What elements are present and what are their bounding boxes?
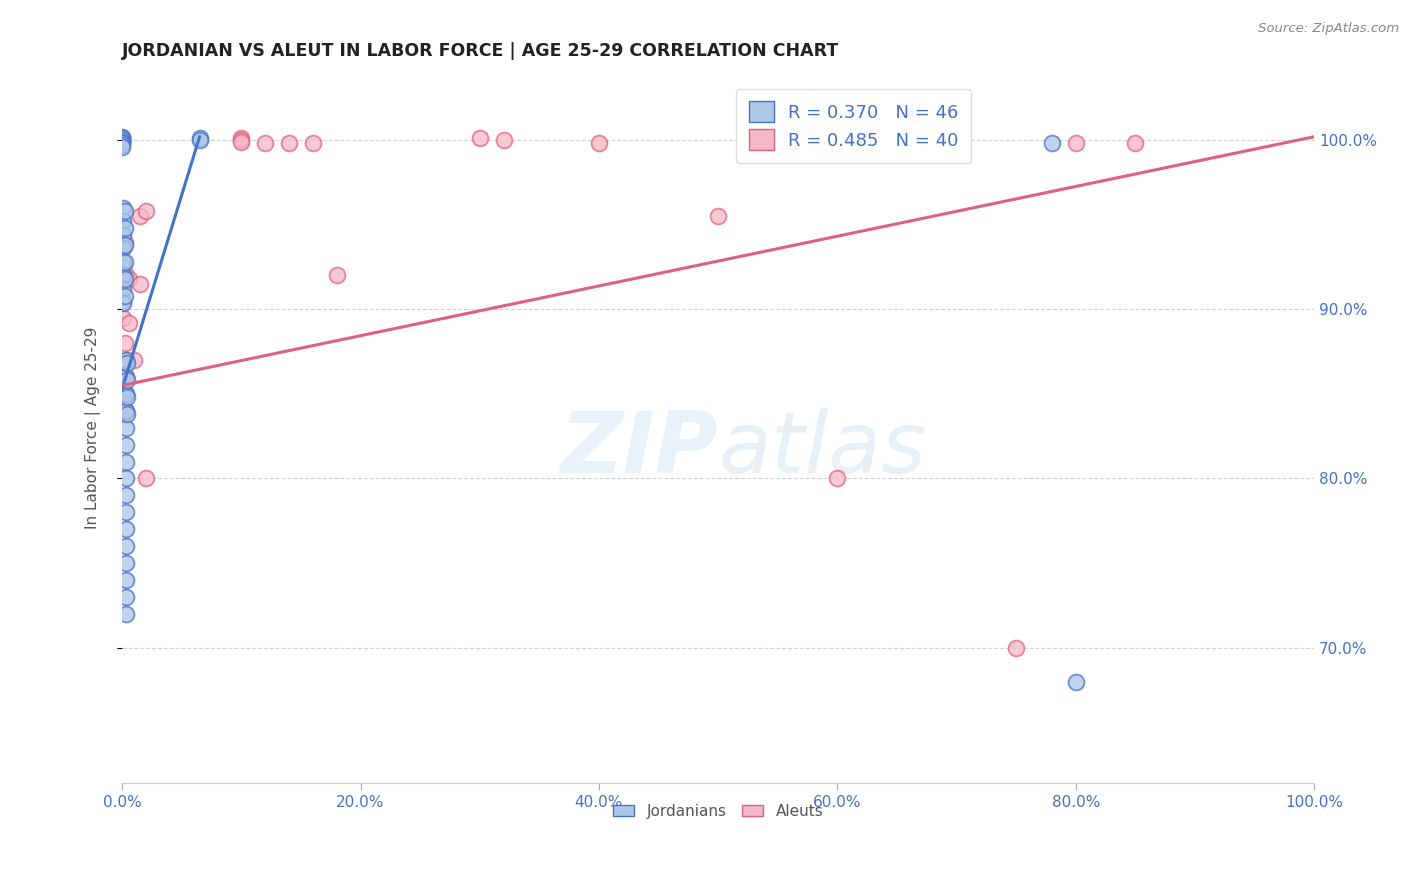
Point [111, 129, 134, 144]
Point [114, 272, 136, 286]
Point [114, 404, 136, 418]
Point [114, 370, 136, 384]
Point [188, 133, 211, 147]
Point [115, 373, 138, 387]
Point [115, 407, 138, 421]
Point [114, 235, 136, 249]
Point [468, 131, 491, 145]
Point [115, 390, 138, 404]
Point [849, 136, 872, 151]
Point [111, 387, 134, 401]
Point [112, 255, 135, 269]
Point [111, 133, 134, 147]
Point [188, 131, 211, 145]
Point [114, 471, 136, 485]
Point [114, 336, 136, 351]
Point [112, 214, 135, 228]
Point [114, 590, 136, 604]
Point [827, 471, 849, 485]
Point [111, 133, 134, 147]
Point [112, 241, 135, 255]
Point [129, 277, 152, 291]
Point [1064, 674, 1087, 689]
Point [114, 387, 136, 401]
Point [114, 454, 136, 468]
Point [114, 607, 136, 621]
Text: JORDANIAN VS ALEUT IN LABOR FORCE | AGE 25-29 CORRELATION CHART: JORDANIAN VS ALEUT IN LABOR FORCE | AGE … [122, 42, 839, 60]
Point [111, 138, 134, 153]
Y-axis label: In Labor Force | Age 25-29: In Labor Force | Age 25-29 [86, 326, 101, 529]
Point [588, 136, 610, 151]
Point [114, 573, 136, 587]
Point [114, 289, 136, 303]
Point [231, 131, 253, 145]
Point [114, 221, 136, 235]
Point [112, 260, 135, 274]
Point [112, 227, 135, 242]
Point [111, 370, 134, 384]
Point [112, 282, 135, 296]
Point [114, 539, 136, 553]
Point [325, 268, 347, 283]
Point [135, 471, 157, 485]
Point [114, 387, 136, 401]
Point [111, 131, 134, 145]
Point [114, 437, 136, 451]
Point [945, 135, 967, 149]
Point [897, 136, 920, 151]
Point [231, 133, 253, 147]
Point [707, 209, 730, 223]
Point [1040, 136, 1063, 151]
Text: atlas: atlas [718, 408, 927, 491]
Text: Source: ZipAtlas.com: Source: ZipAtlas.com [1258, 22, 1399, 36]
Point [115, 356, 138, 370]
Point [114, 353, 136, 368]
Point [492, 133, 515, 147]
Point [112, 293, 135, 308]
Legend: Jordanians, Aleuts: Jordanians, Aleuts [607, 798, 830, 825]
Point [114, 522, 136, 536]
Point [114, 404, 136, 418]
Point [111, 140, 134, 154]
Point [135, 204, 157, 219]
Point [114, 370, 136, 384]
Point [254, 136, 277, 151]
Point [114, 255, 136, 269]
Point [114, 238, 136, 252]
Point [114, 556, 136, 570]
Point [278, 136, 301, 151]
Point [112, 310, 135, 325]
Point [111, 135, 134, 149]
Point [114, 204, 136, 219]
Text: ZIP: ZIP [561, 408, 718, 491]
Point [1005, 640, 1028, 655]
Point [118, 316, 141, 330]
Point [112, 201, 135, 215]
Point [231, 135, 253, 149]
Point [112, 295, 135, 310]
Point [302, 136, 325, 151]
Point [111, 131, 134, 145]
Point [111, 135, 134, 149]
Point [129, 209, 152, 223]
Point [112, 268, 135, 283]
Point [111, 136, 134, 151]
Point [122, 353, 145, 368]
Point [114, 353, 136, 368]
Point [1064, 136, 1087, 151]
Point [114, 505, 136, 519]
Point [118, 272, 141, 286]
Point [114, 421, 136, 435]
Point [1123, 136, 1146, 151]
Point [114, 268, 136, 283]
Point [921, 133, 943, 147]
Point [114, 488, 136, 502]
